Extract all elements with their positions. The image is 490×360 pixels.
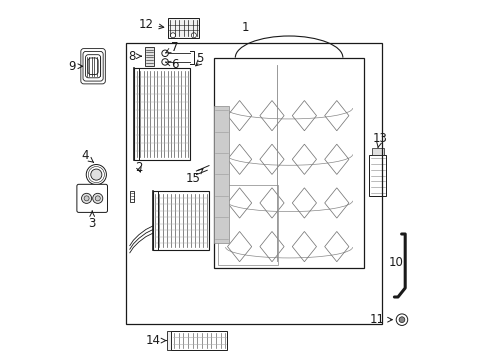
Bar [167,331,171,350]
Circle shape [93,193,103,203]
Text: 5: 5 [196,52,204,65]
Circle shape [84,196,89,201]
Circle shape [162,59,169,65]
Bar [126,43,382,324]
Circle shape [192,33,196,38]
Circle shape [162,50,169,57]
Text: 14: 14 [146,334,166,347]
Text: 8: 8 [128,50,141,63]
FancyBboxPatch shape [77,184,107,212]
Text: 11: 11 [370,313,392,326]
Text: 4: 4 [81,149,94,162]
Circle shape [81,193,92,203]
Text: 2: 2 [135,161,143,174]
Circle shape [396,314,408,325]
Bar [369,155,387,196]
Circle shape [91,169,102,180]
Bar [134,68,190,160]
Circle shape [95,196,100,201]
Text: 6: 6 [166,58,178,71]
Bar [215,58,364,268]
Text: 10: 10 [388,256,403,269]
Bar [145,47,153,66]
Bar [153,191,209,250]
Bar [372,148,384,155]
Bar [215,106,229,243]
Text: 3: 3 [89,211,96,230]
Circle shape [171,33,175,38]
Text: 9: 9 [69,60,83,73]
Bar [130,191,134,202]
Text: 13: 13 [372,132,388,148]
Text: 12: 12 [139,18,164,31]
Circle shape [86,165,106,185]
Bar [218,185,278,265]
Text: 1: 1 [241,21,249,33]
Bar [171,331,227,350]
Text: 15: 15 [185,169,203,185]
Text: 7: 7 [166,41,178,54]
Circle shape [399,317,405,323]
Bar [168,18,199,38]
